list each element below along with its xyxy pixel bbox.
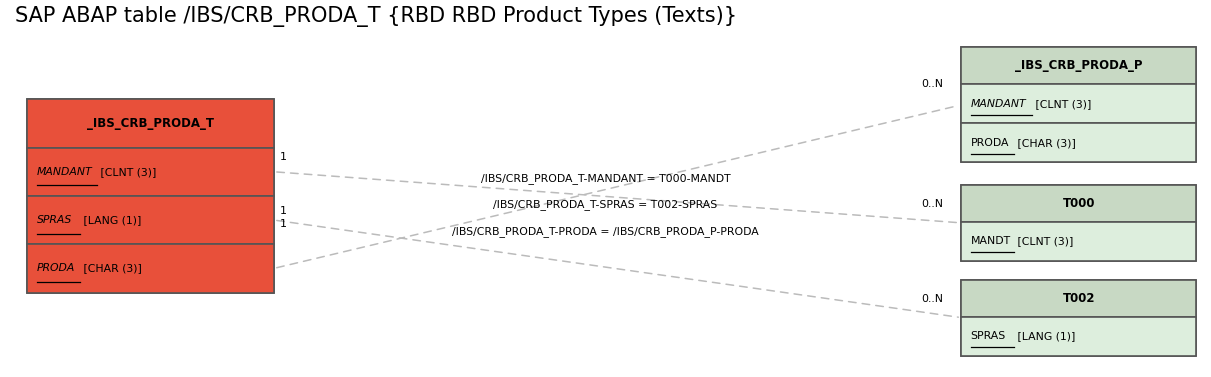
Text: T000: T000 (1062, 197, 1095, 210)
FancyBboxPatch shape (962, 185, 1196, 261)
Text: PRODA: PRODA (36, 264, 75, 273)
Text: 0..N: 0..N (922, 199, 943, 209)
Text: 0..N: 0..N (922, 294, 943, 304)
Text: 0..N: 0..N (922, 80, 943, 89)
Text: MANDT: MANDT (971, 236, 1011, 247)
FancyBboxPatch shape (962, 279, 1196, 356)
Text: [LANG (1)]: [LANG (1)] (1014, 331, 1075, 341)
FancyBboxPatch shape (27, 100, 274, 293)
Text: _IBS_CRB_PRODA_T: _IBS_CRB_PRODA_T (87, 117, 214, 130)
Text: 1: 1 (280, 152, 287, 162)
Text: MANDANT: MANDANT (971, 99, 1027, 109)
Text: SPRAS: SPRAS (36, 215, 71, 225)
Text: 1: 1 (280, 219, 287, 229)
FancyBboxPatch shape (962, 185, 1196, 222)
Text: /IBS/CRB_PRODA_T-PRODA = /IBS/CRB_PRODA_P-PRODA: /IBS/CRB_PRODA_T-PRODA = /IBS/CRB_PRODA_… (452, 226, 759, 237)
Text: [CLNT (3)]: [CLNT (3)] (97, 167, 156, 177)
FancyBboxPatch shape (962, 279, 1196, 317)
Text: SAP ABAP table /IBS/CRB_PRODA_T {RBD RBD Product Types (Texts)}: SAP ABAP table /IBS/CRB_PRODA_T {RBD RBD… (15, 6, 736, 28)
FancyBboxPatch shape (27, 148, 274, 196)
Text: [CLNT (3)]: [CLNT (3)] (1014, 236, 1073, 247)
FancyBboxPatch shape (962, 48, 1196, 84)
FancyBboxPatch shape (962, 124, 1196, 162)
Text: 1: 1 (280, 206, 287, 216)
FancyBboxPatch shape (962, 317, 1196, 356)
Text: [LANG (1)]: [LANG (1)] (80, 215, 142, 225)
FancyBboxPatch shape (27, 100, 274, 148)
FancyBboxPatch shape (962, 48, 1196, 162)
Text: /IBS/CRB_PRODA_T-SPRAS = T002-SPRAS: /IBS/CRB_PRODA_T-SPRAS = T002-SPRAS (493, 199, 718, 210)
Text: /IBS/CRB_PRODA_T-MANDANT = T000-MANDT: /IBS/CRB_PRODA_T-MANDANT = T000-MANDT (481, 173, 730, 184)
FancyBboxPatch shape (962, 84, 1196, 124)
FancyBboxPatch shape (27, 244, 274, 293)
Text: [CHAR (3)]: [CHAR (3)] (80, 264, 142, 273)
Text: T002: T002 (1062, 291, 1095, 305)
Text: MANDANT: MANDANT (36, 167, 92, 177)
Text: _IBS_CRB_PRODA_P: _IBS_CRB_PRODA_P (1015, 60, 1142, 72)
Text: PRODA: PRODA (971, 138, 1009, 148)
Text: SPRAS: SPRAS (971, 331, 1006, 341)
Text: [CHAR (3)]: [CHAR (3)] (1014, 138, 1077, 148)
Text: [CLNT (3)]: [CLNT (3)] (1032, 99, 1091, 109)
FancyBboxPatch shape (27, 196, 274, 244)
FancyBboxPatch shape (962, 222, 1196, 261)
